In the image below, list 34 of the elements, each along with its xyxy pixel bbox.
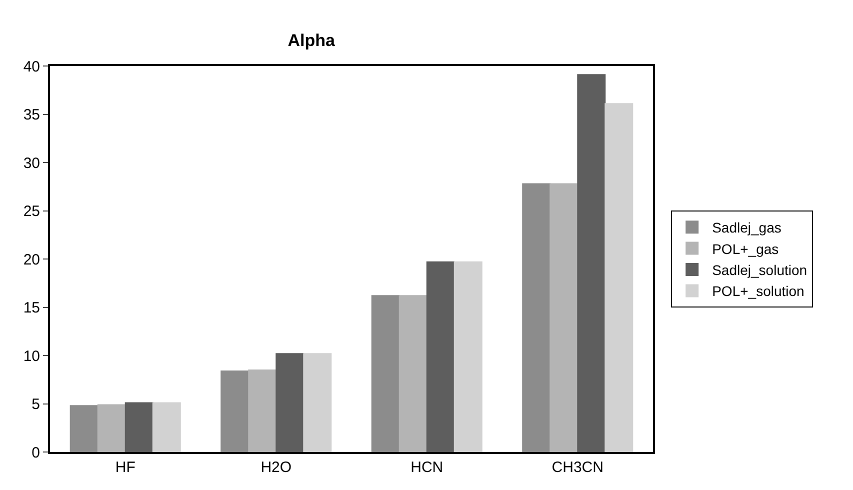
bar (454, 261, 482, 452)
y-tick-label: 15 (23, 300, 40, 316)
y-tick-label: 10 (23, 348, 40, 365)
bar (70, 405, 98, 452)
x-tick-label: HF (115, 459, 136, 476)
bar (124, 402, 154, 452)
x-tick-label: CH3CN (552, 459, 604, 476)
bar (248, 369, 277, 452)
y-tick-label: 30 (23, 154, 40, 172)
legend-label: POL+_solution (712, 283, 804, 300)
bar (550, 183, 578, 452)
y-tick-label: 5 (32, 396, 40, 413)
bar (220, 370, 250, 452)
y-tick-label: 35 (23, 106, 40, 124)
chart-title: Alpha (288, 31, 336, 50)
bar (604, 103, 634, 452)
x-tick-label: HCN (410, 459, 444, 476)
legend-label: POL+_gas (712, 240, 779, 257)
bar (577, 74, 606, 452)
bar (371, 295, 400, 452)
y-tick-label: 0 (32, 444, 40, 462)
bar (522, 183, 551, 452)
y-tick-label: 40 (23, 58, 40, 76)
y-tick-label: 20 (23, 251, 40, 268)
bar (276, 353, 304, 452)
bar (398, 295, 428, 452)
bar (426, 261, 455, 452)
bar (97, 404, 126, 452)
bar (152, 402, 181, 452)
x-tick-label: H2O (260, 459, 292, 476)
legend-label: Sadlej_solution (712, 262, 808, 278)
y-tick-label: 25 (23, 203, 40, 220)
bar (303, 353, 332, 452)
legend-label: Sadlej_gas (712, 220, 782, 236)
